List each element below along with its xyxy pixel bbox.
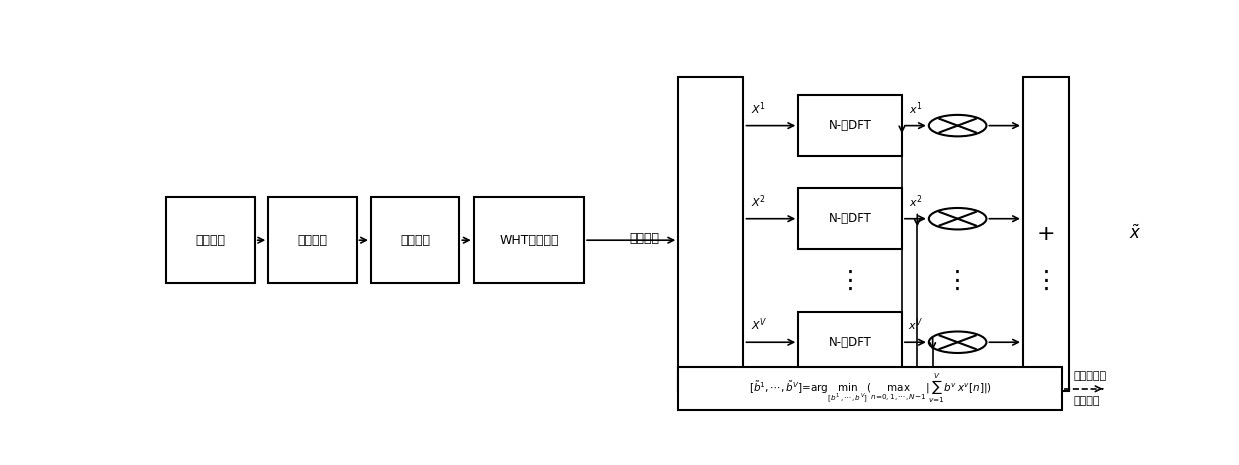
Bar <box>678 367 1062 410</box>
Text: $x^2$: $x^2$ <box>908 193 922 210</box>
Bar <box>370 197 460 283</box>
Text: N-点DFT: N-点DFT <box>829 212 871 225</box>
Text: $X^2$: $X^2$ <box>751 193 766 210</box>
Text: $\tilde{x}$: $\tilde{x}$ <box>1129 225 1141 243</box>
Bar <box>798 95 902 156</box>
Text: $x^1$: $x^1$ <box>908 100 922 117</box>
Text: $x^V$: $x^V$ <box>908 317 923 333</box>
Bar <box>473 197 584 283</box>
Text: ⋮: ⋮ <box>945 268 970 292</box>
Text: N-点DFT: N-点DFT <box>829 119 871 132</box>
Text: 数字映射: 数字映射 <box>400 234 430 247</box>
Bar <box>1023 77 1069 391</box>
Text: WHT矩阵变换: WHT矩阵变换 <box>499 234 559 247</box>
Bar <box>678 77 743 391</box>
Text: $X^1$: $X^1$ <box>751 100 766 117</box>
Text: $X^V$: $X^V$ <box>751 317 768 333</box>
Bar <box>798 312 902 372</box>
Text: 分割子块: 分割子块 <box>629 232 659 245</box>
Text: ⋮: ⋮ <box>838 268 862 292</box>
Bar <box>268 197 357 283</box>
Text: $[\tilde{b}^1,\cdots,\tilde{b}^V]$=arg$\min_{[b^1,\cdots,b^V]}$$(\max_{n=0,1,\cd: $[\tilde{b}^1,\cdots,\tilde{b}^V]$=arg$\… <box>748 372 991 405</box>
Bar <box>798 188 902 249</box>
Text: 串并变换: 串并变换 <box>297 234 327 247</box>
Bar <box>166 197 255 283</box>
Text: +: + <box>1037 224 1056 244</box>
Text: 如果必要发: 如果必要发 <box>1074 371 1106 381</box>
Text: ⋮: ⋮ <box>1033 268 1058 292</box>
Text: 射边信息: 射边信息 <box>1074 396 1100 406</box>
Text: 输入数据: 输入数据 <box>196 234 225 247</box>
Text: N-点DFT: N-点DFT <box>829 336 871 349</box>
